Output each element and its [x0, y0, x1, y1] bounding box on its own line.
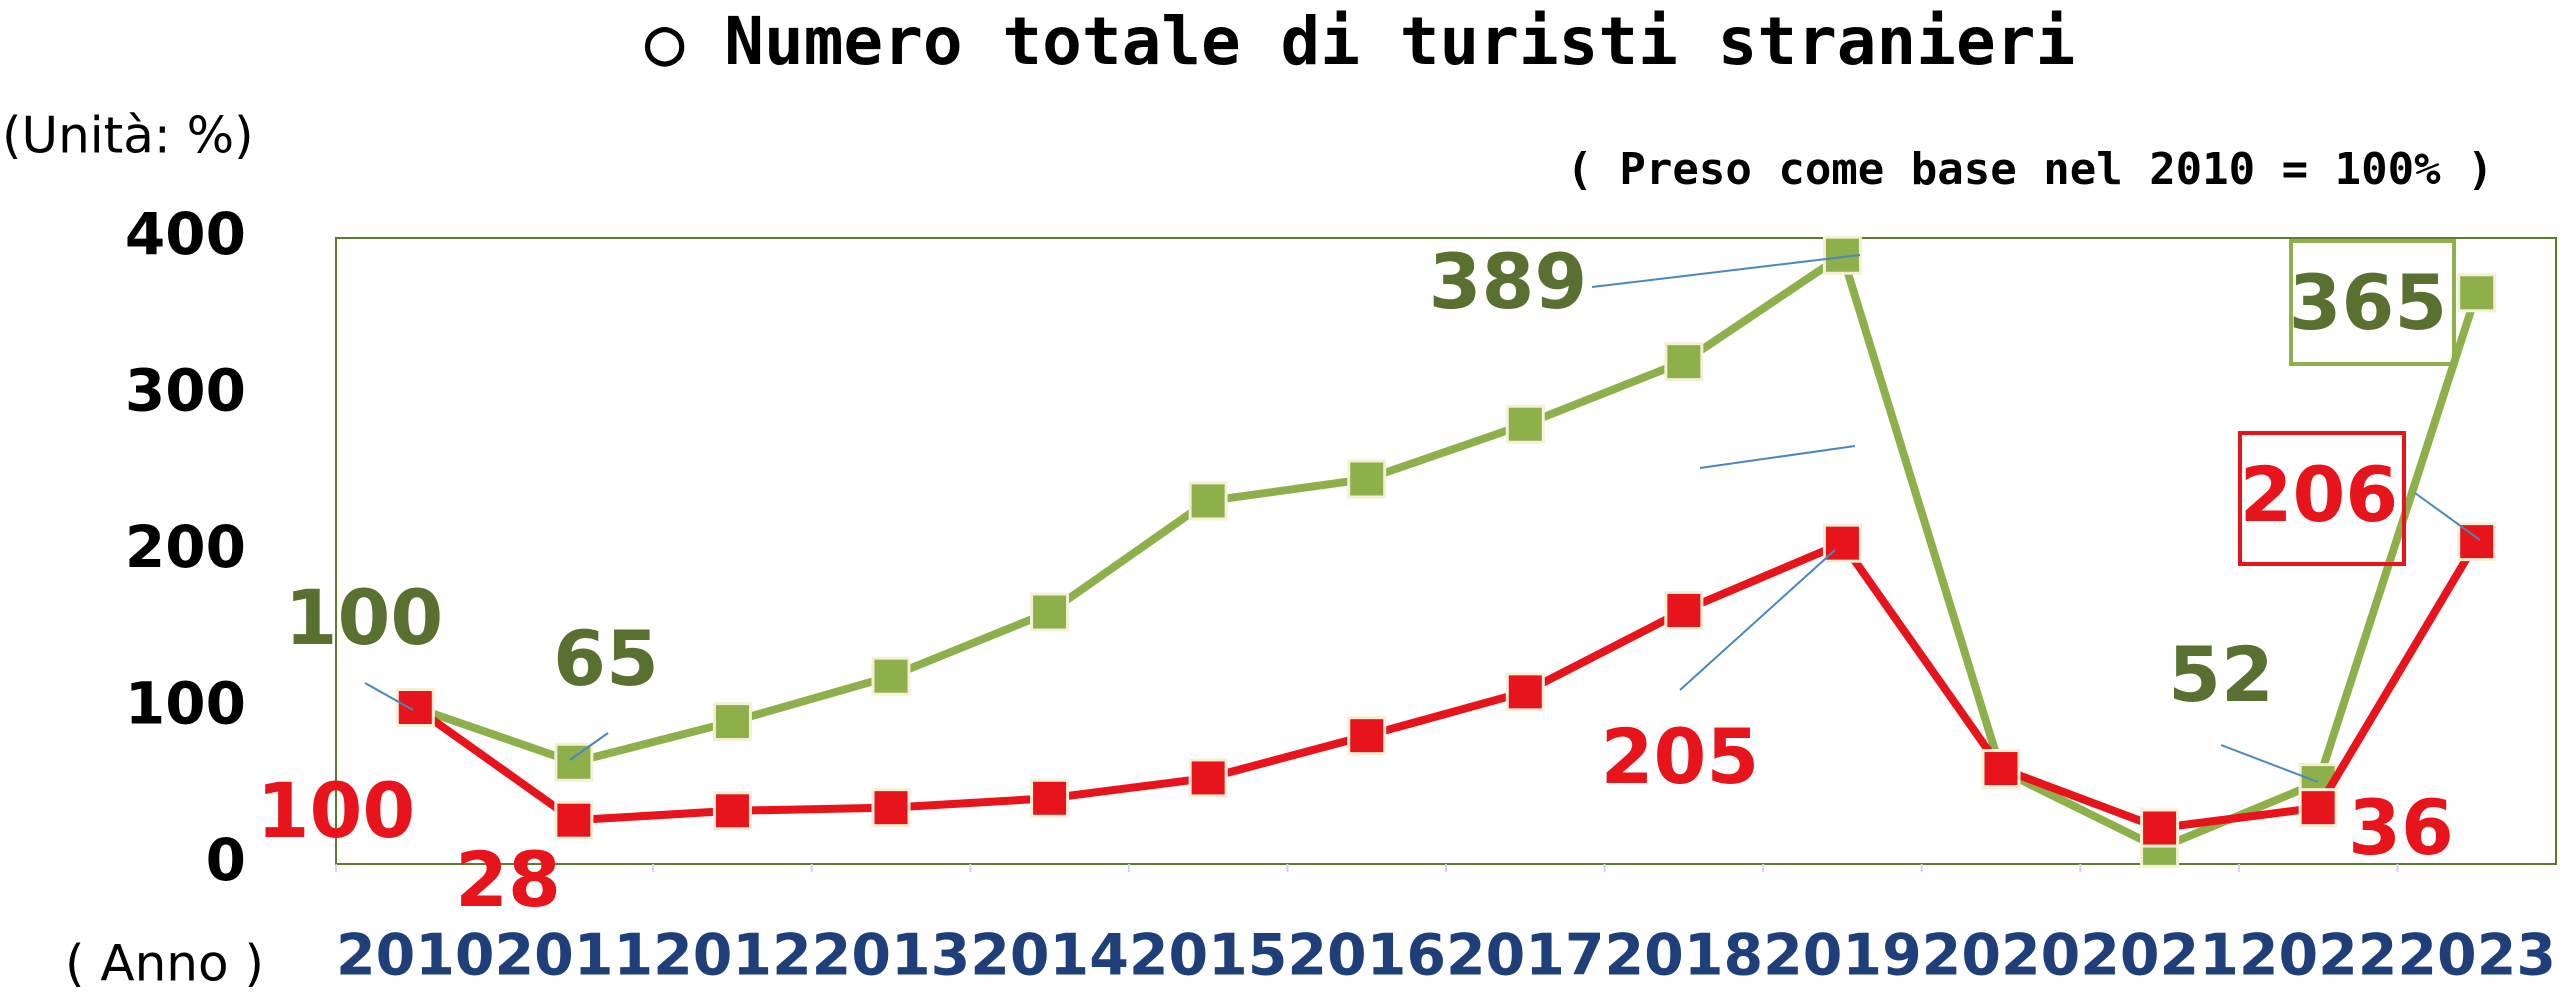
- marker: [1822, 523, 1862, 563]
- x-tick-label: 2015: [1129, 923, 1288, 989]
- leader-line: [1679, 549, 1836, 691]
- marker: [1347, 716, 1387, 756]
- x-tick-label: 2020: [1922, 923, 2081, 989]
- marker: [2457, 273, 2497, 313]
- marker: [712, 702, 752, 742]
- marker: [1030, 592, 1070, 632]
- leader-line: [2220, 744, 2319, 783]
- x-tick-label: 2021: [2080, 923, 2239, 989]
- marker: [1981, 749, 2021, 789]
- x-axis-label: ( Anno ): [65, 935, 264, 993]
- marker: [1664, 590, 1704, 630]
- x-tick-label: 2023: [2397, 923, 2556, 989]
- x-tick-label: 2019: [1763, 923, 1922, 989]
- data-label: 65: [553, 614, 659, 703]
- data-label: 205: [1601, 712, 1760, 801]
- y-tick-label: 0: [206, 826, 246, 894]
- x-tick-label: 2018: [1605, 923, 1764, 989]
- x-tick-label: 2016: [1287, 923, 1446, 989]
- leader-line: [364, 682, 414, 711]
- plot-frame: [335, 237, 2557, 865]
- series-line: [413, 251, 2481, 853]
- y-tick-label: 100: [125, 670, 246, 738]
- leader-line: [569, 732, 609, 761]
- x-tick-label: 2012: [653, 923, 812, 989]
- marker: [554, 742, 594, 782]
- marker: [871, 656, 911, 696]
- y-tick-label: 300: [125, 357, 246, 425]
- marker: [1822, 235, 1862, 275]
- marker: [1188, 481, 1228, 521]
- x-tick-label: 2011: [495, 923, 654, 989]
- marker: [712, 791, 752, 831]
- leader-line: [1699, 445, 1856, 469]
- marker: [1030, 778, 1070, 818]
- data-label: 100: [285, 573, 444, 662]
- marker: [1505, 672, 1545, 712]
- x-tick-label: 2022: [2239, 923, 2398, 989]
- marker: [1347, 459, 1387, 499]
- marker: [395, 688, 435, 727]
- marker: [1188, 758, 1228, 798]
- x-tick-label: 2013: [812, 923, 971, 989]
- marker: [2140, 808, 2180, 848]
- marker: [1505, 404, 1545, 444]
- data-label: 206: [2240, 450, 2399, 539]
- chart-title: ○ Numero totale di turisti stranieri: [645, 3, 2075, 80]
- x-tick-label: 2014: [970, 923, 1129, 989]
- chart-subtitle: ( Preso come base nel 2010 = 100% ): [1566, 144, 2493, 195]
- data-label: 100: [257, 766, 416, 855]
- y-tick-label: 400: [125, 200, 246, 268]
- marker: [2298, 788, 2338, 828]
- leader-line: [1591, 254, 1861, 288]
- marker: [1664, 342, 1704, 382]
- data-label: 365: [2289, 258, 2448, 347]
- data-label: 36: [2348, 783, 2454, 872]
- marker: [554, 800, 594, 840]
- x-tick-label: 2010: [336, 923, 495, 989]
- data-label: 28: [455, 835, 561, 924]
- y-axis-label: (Unità: %): [2, 107, 254, 165]
- x-tick-label: 2017: [1446, 923, 1605, 989]
- marker: [871, 788, 911, 828]
- data-label: 52: [2168, 630, 2274, 719]
- leader-line: [2414, 492, 2481, 541]
- y-tick-label: 200: [125, 513, 246, 581]
- label-box: [2289, 239, 2456, 366]
- series-line: [412, 539, 2481, 833]
- label-box: [2238, 431, 2406, 566]
- data-label: 389: [1429, 237, 1588, 326]
